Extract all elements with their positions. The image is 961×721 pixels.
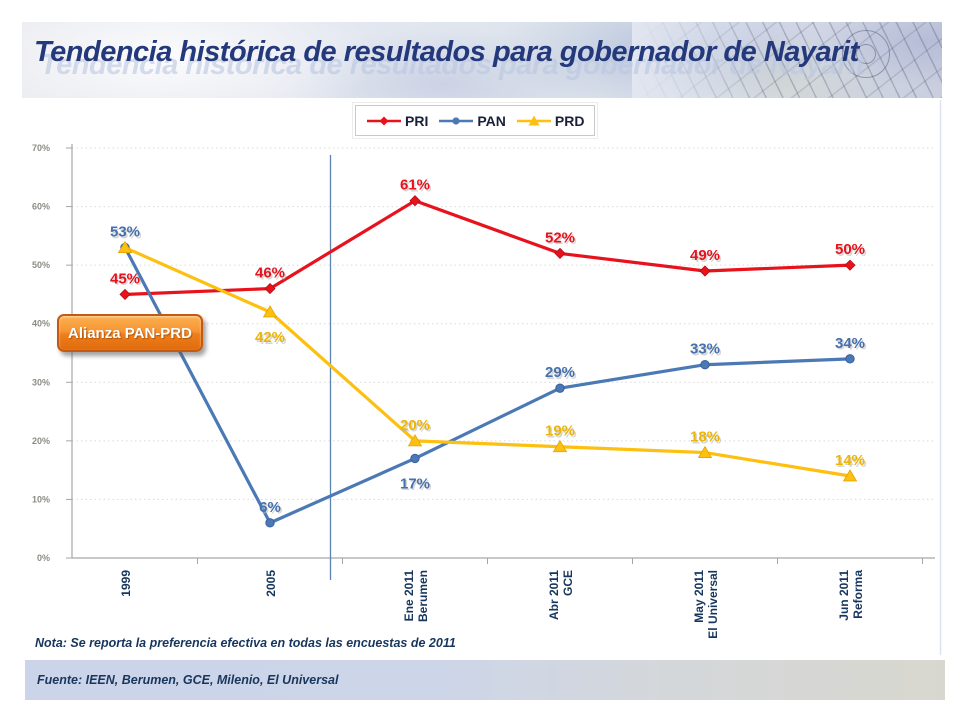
x-category-label: Abr 2011GCE (547, 570, 575, 620)
data-label-shadow: 45% (111, 272, 141, 289)
x-category-label: May 2011El Universal (692, 570, 720, 639)
data-label-pri: 45% (110, 270, 140, 287)
data-point-pan (265, 518, 275, 528)
data-label-shadow: 61% (401, 179, 431, 196)
triangle-marker-icon (516, 115, 551, 125)
data-point-pri (844, 259, 856, 271)
data-label-prd: 20% (400, 417, 430, 434)
diamond-marker-icon (367, 116, 401, 125)
title-area: Tendencia histórica de resultados para g… (34, 22, 942, 98)
data-label-shadow: 14% (836, 454, 866, 471)
x-category-label: 1999 (119, 570, 133, 597)
data-point-pri (699, 265, 711, 277)
data-point-pri (554, 247, 566, 259)
data-point-pan (700, 360, 710, 370)
data-label-shadow: 52% (546, 231, 576, 248)
legend-label: PAN (477, 112, 506, 129)
header-banner: Tendencia histórica de resultados para g… (22, 22, 942, 98)
legend-item-pan: PAN (438, 113, 506, 129)
data-label-pan: 6% (259, 499, 281, 516)
data-label-shadow: 49% (691, 249, 721, 266)
y-tick-label: 10% (32, 494, 50, 504)
series-line-pan (123, 245, 852, 525)
data-point-pan (555, 383, 565, 393)
y-tick-label: 40% (32, 319, 50, 329)
footer-band: Fuente: IEEN, Berumen, GCE, Milenio, El … (25, 660, 945, 700)
data-point-prd (552, 439, 568, 453)
y-tick-label: 50% (32, 260, 50, 270)
legend-label: PRD (554, 112, 585, 129)
data-label-prd: 42% (255, 329, 285, 346)
data-label-pan: 17% (400, 475, 430, 492)
data-label-pan: 33% (690, 341, 720, 358)
data-label-pan: 34% (835, 335, 865, 352)
data-point-prd (842, 469, 858, 482)
page-title-echo: Tendencia histórica de resultados para g… (40, 49, 865, 81)
data-point-prd (117, 240, 133, 253)
alianza-callout: Alianza PAN-PRD (57, 314, 203, 352)
data-label-prd: 18% (690, 429, 720, 446)
data-point-pri (409, 195, 421, 207)
data-label-shadow: 42% (256, 331, 286, 348)
data-point-prd (262, 305, 278, 318)
data-point-pan (845, 354, 855, 364)
banner-circle-decoration (856, 44, 876, 64)
data-point-pri (264, 283, 276, 295)
data-label-shadow: 6% (261, 501, 283, 518)
data-point-prd (407, 434, 423, 447)
note-text: Nota: Se reporta la preferencia efectiva… (35, 636, 456, 650)
legend-label: PRI (405, 112, 429, 129)
data-label-pan: 53% (110, 224, 140, 241)
data-point-prd (697, 445, 713, 458)
data-label-pri: 46% (255, 265, 285, 282)
data-label-shadow: 50% (836, 243, 866, 260)
data-label-shadow: 53% (111, 225, 141, 242)
data-label-pri: 49% (690, 247, 720, 264)
page-title: Tendencia histórica de resultados para g… (34, 36, 859, 68)
x-category-label: Ene 2011Berumen (402, 570, 430, 622)
y-tick-label: 30% (32, 377, 50, 387)
y-tick-label: 20% (32, 436, 50, 446)
data-label-shadow: 19% (546, 425, 576, 442)
source-text: Fuente: IEEN, Berumen, GCE, Milenio, El … (37, 673, 339, 687)
y-tick-label: 60% (32, 202, 50, 212)
data-label-shadow: 29% (546, 366, 576, 383)
x-category-label: 2005 (264, 570, 278, 597)
data-label-pan: 29% (545, 364, 575, 381)
series-line-pri (123, 199, 852, 297)
data-point-pri (119, 288, 131, 300)
data-label-prd: 19% (545, 423, 575, 440)
data-label-shadow: 34% (836, 337, 866, 354)
data-label-prd: 14% (835, 452, 865, 469)
data-label-pri: 50% (835, 241, 865, 258)
y-tick-label: 0% (37, 553, 50, 563)
data-label-shadow: 33% (691, 343, 721, 360)
legend: PRI PAN PRD (351, 102, 599, 139)
series-line-prd (123, 245, 852, 478)
banner-circle-decoration (842, 30, 890, 78)
data-label-shadow: 20% (401, 419, 431, 436)
circle-marker-icon (439, 116, 474, 125)
data-label-pri: 61% (400, 177, 430, 194)
data-label-pri: 52% (545, 229, 575, 246)
legend-item-prd: PRD (516, 112, 585, 129)
x-category-label: Jun 2011Reforma (837, 570, 865, 621)
data-point-pan (410, 453, 420, 464)
data-label-shadow: 18% (691, 430, 721, 447)
data-label-shadow: 17% (401, 477, 431, 494)
legend-item-pri: PRI (366, 113, 428, 129)
banner-sketch-lines-decoration (632, 22, 942, 98)
y-tick-label: 70% (32, 143, 50, 153)
data-label-shadow: 46% (256, 266, 286, 283)
